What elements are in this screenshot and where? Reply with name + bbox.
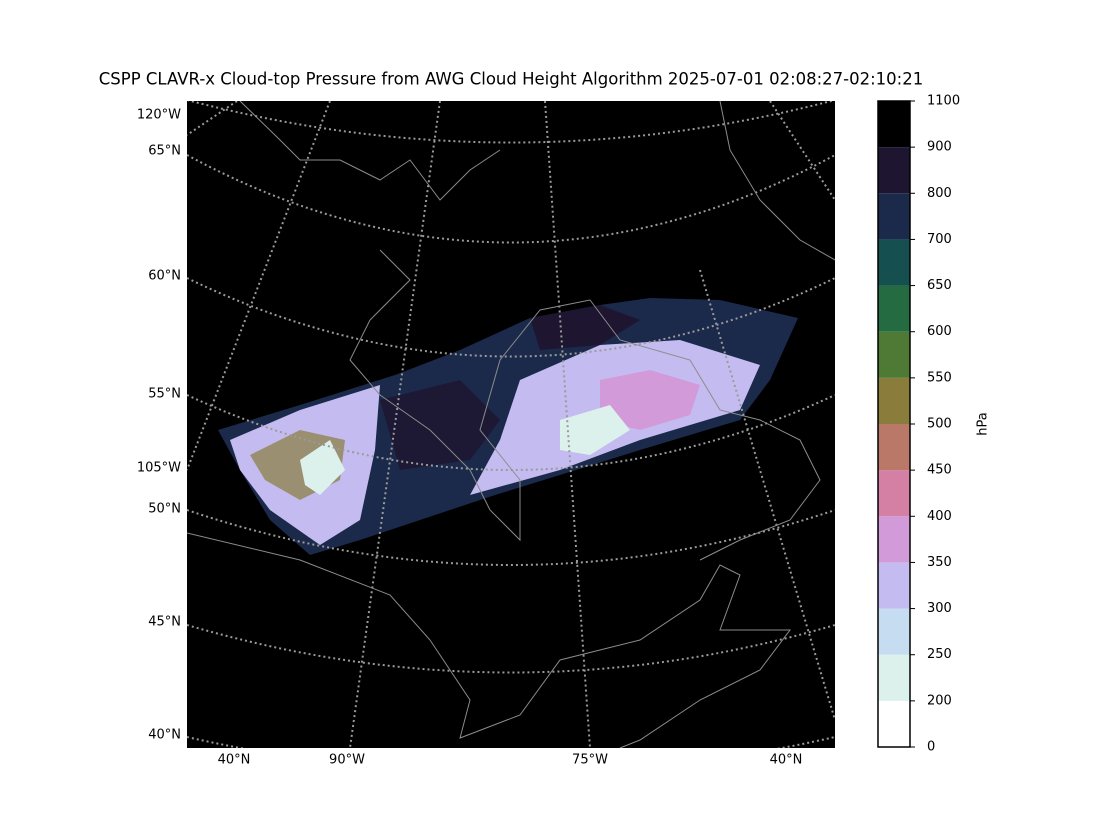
colorbar-bin: [878, 285, 910, 332]
colorbar-bin: [878, 562, 910, 609]
colorbar-bin: [878, 193, 910, 240]
map-left-label: 40°N: [148, 728, 181, 743]
colorbar-tick-label: 400: [927, 509, 952, 524]
map-left-label: 50°N: [148, 502, 181, 517]
map-bottom-label: 75°W: [572, 753, 608, 768]
map-left-label: 45°N: [148, 615, 181, 630]
colorbar-bin: [878, 516, 910, 563]
colorbar-tick-label: 0: [927, 740, 935, 755]
map-left-label: 120°W: [137, 108, 181, 123]
colorbar-tick-label: 500: [927, 417, 952, 432]
colorbar-bin: [878, 101, 910, 148]
colorbar-bin: [878, 654, 910, 701]
colorbar-bin: [878, 239, 910, 286]
colorbar-label: hPa: [976, 412, 991, 435]
colorbar-bin: [878, 470, 910, 517]
cloud-swath: [218, 298, 798, 555]
map-bottom-label: 90°W: [329, 753, 365, 768]
colorbar-tick-label: 700: [927, 232, 952, 247]
map-bottom-label: 40°N: [770, 753, 803, 768]
colorbar-tick-label: 300: [927, 601, 952, 616]
colorbar-bin: [878, 147, 910, 194]
colorbar-tick-label: 600: [927, 324, 952, 339]
colorbar-tick-label: 250: [927, 647, 952, 662]
colorbar-tick-label: 450: [927, 463, 952, 478]
colorbar-tick-label: 1100: [927, 94, 960, 109]
colorbar-frame: [877, 100, 911, 748]
map: [187, 101, 835, 748]
coastlines: [187, 101, 835, 748]
map-left-label: 60°N: [148, 269, 181, 284]
map-bottom-label: 40°N: [218, 753, 251, 768]
map-left-label: 105°W: [137, 461, 181, 476]
colorbar-tick-label: 550: [927, 370, 952, 385]
colorbar: 0 200 250 300 350 400 450 500 550 600 650 700 800 900…: [878, 94, 960, 755]
colorbar-tick-label: 800: [927, 186, 952, 201]
title: CSPP CLAVR-x Cloud-top Pressure from AWG…: [99, 70, 923, 89]
map-left-label: 65°N: [148, 144, 181, 159]
colorbar-bin: [878, 377, 910, 424]
graticule: [187, 101, 835, 748]
colorbar-bin: [878, 608, 910, 655]
colorbar-tick-label: 900: [927, 140, 952, 155]
colorbar-tick-label: 350: [927, 555, 952, 570]
colorbar-bin: [878, 700, 910, 747]
colorbar-bin: [878, 331, 910, 378]
colorbar-bin: [878, 424, 910, 471]
colorbar-tick-label: 650: [927, 278, 952, 293]
map-left-label: 55°N: [148, 387, 181, 402]
colorbar-tick-label: 200: [927, 693, 952, 708]
